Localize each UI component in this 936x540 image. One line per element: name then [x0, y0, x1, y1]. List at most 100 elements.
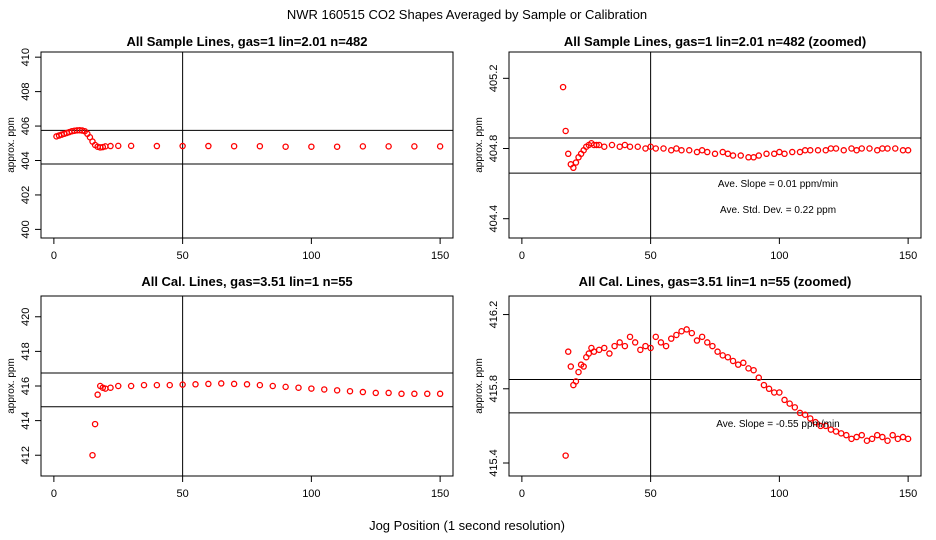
- data-point: [153, 142, 161, 150]
- data-point: [616, 143, 623, 151]
- data-point: [593, 141, 600, 149]
- data-point: [570, 164, 577, 172]
- x-tick-label: 50: [177, 250, 189, 262]
- x-tick-label: 0: [519, 250, 525, 262]
- panel-title: All Cal. Lines, gas=3.51 lin=1 n=55 (zoo…: [579, 274, 852, 289]
- data-series: [53, 126, 444, 151]
- x-tick-label: 100: [302, 488, 320, 500]
- x-tick-label: 150: [431, 488, 449, 500]
- data-point: [127, 382, 135, 390]
- data-series: [89, 380, 444, 459]
- panels-container: All Sample Lines, gas=1 lin=2.01 n=482 0 5…: [6, 34, 922, 500]
- data-point: [755, 374, 763, 381]
- y-tick-label: 404.8: [488, 135, 500, 163]
- data-point: [866, 145, 873, 152]
- data-point: [724, 353, 732, 361]
- data-point: [832, 145, 840, 152]
- data-point: [827, 145, 835, 152]
- data-point: [801, 411, 809, 419]
- data-point: [755, 152, 763, 159]
- panel-title: All Sample Lines, gas=1 lin=2.01 n=482: [127, 34, 368, 49]
- data-point: [711, 150, 719, 158]
- data-point: [662, 342, 670, 350]
- data-point: [791, 404, 799, 411]
- data-point: [642, 342, 649, 350]
- data-point: [714, 348, 721, 355]
- data-point: [559, 83, 567, 91]
- data-point: [745, 154, 752, 161]
- data-point: [796, 148, 804, 156]
- data-point: [346, 387, 354, 395]
- data-point: [673, 331, 680, 339]
- data-point: [879, 145, 886, 152]
- data-point: [153, 381, 161, 389]
- data-point: [892, 145, 899, 152]
- data-point: [652, 145, 660, 152]
- data-point: [166, 381, 173, 389]
- data-point: [572, 159, 580, 166]
- data-point: [217, 380, 225, 387]
- data-point: [879, 433, 886, 441]
- data-series: [559, 83, 912, 172]
- data-point: [858, 145, 866, 152]
- y-tick-label: 415.8: [488, 375, 500, 403]
- panel-3: All Cal. Lines, gas=3.51 lin=1 n=55 0 50 10…: [6, 274, 454, 500]
- data-point: [127, 142, 135, 150]
- x-tick-label: 0: [51, 250, 57, 262]
- data-point: [621, 141, 629, 149]
- data-point: [621, 342, 629, 350]
- data-point: [652, 333, 660, 341]
- plot-frame: [508, 295, 922, 477]
- y-axis-label: approx. ppm: [474, 117, 485, 173]
- data-point: [719, 148, 726, 156]
- y-tick-label: 402: [20, 186, 32, 204]
- data-point: [647, 344, 654, 352]
- x-tick-label: 100: [302, 250, 320, 262]
- data-point: [359, 388, 367, 396]
- data-point: [436, 390, 444, 398]
- data-point: [269, 382, 276, 390]
- data-point: [719, 352, 726, 359]
- x-tick-label: 0: [519, 488, 525, 500]
- data-point: [740, 359, 747, 367]
- data-point: [179, 142, 186, 150]
- y-axis-label: approx. ppm: [6, 358, 17, 414]
- x-tick-label: 150: [431, 250, 449, 262]
- y-tick-label: 405.2: [488, 65, 500, 93]
- y-tick-label: 416: [20, 377, 32, 395]
- data-point: [667, 335, 675, 342]
- data-point: [626, 143, 634, 151]
- data-point: [91, 420, 99, 428]
- data-point: [812, 418, 819, 426]
- data-point: [904, 147, 912, 154]
- data-point: [295, 384, 302, 391]
- data-point: [848, 435, 855, 443]
- data-point: [230, 380, 238, 388]
- data-point: [333, 143, 341, 150]
- data-point: [564, 150, 572, 158]
- data-point: [611, 342, 618, 350]
- data-point: [673, 145, 680, 152]
- panel-4: All Cal. Lines, gas=3.51 lin=1 n=55 (zoo…: [474, 274, 922, 500]
- data-point: [256, 381, 264, 389]
- plot-frame: [40, 51, 454, 239]
- data-point: [899, 433, 907, 441]
- data-point: [179, 381, 186, 388]
- y-tick-label: 418: [20, 342, 32, 360]
- y-tick-label: 404: [20, 151, 32, 169]
- x-axis-label: Jog Position (1 second resolution): [369, 518, 565, 533]
- annotation-text: Ave. Slope = -0.55 ppm/min: [716, 419, 840, 430]
- data-point: [580, 363, 587, 370]
- data-point: [683, 326, 690, 333]
- data-point: [243, 381, 251, 388]
- data-point: [575, 368, 582, 376]
- x-tick-label: 150: [899, 488, 917, 500]
- data-point: [667, 147, 675, 154]
- data-point: [626, 333, 634, 341]
- x-tick-label: 0: [51, 488, 57, 500]
- data-point: [822, 147, 829, 154]
- data-point: [704, 339, 711, 346]
- data-point: [686, 147, 693, 154]
- data-point: [698, 147, 706, 154]
- data-point: [853, 147, 860, 154]
